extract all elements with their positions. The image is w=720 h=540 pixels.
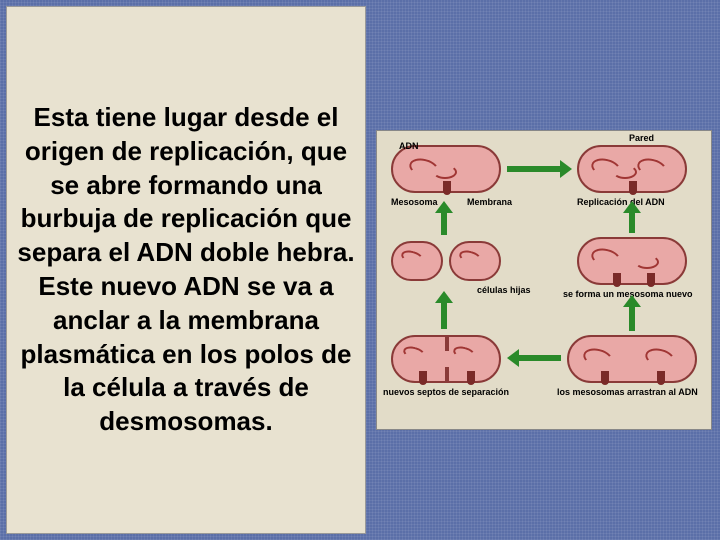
arrow-right-top <box>507 166 562 172</box>
slide: Esta tiene lugar desde el origen de repl… <box>0 0 720 540</box>
label-adn: ADN <box>399 141 419 151</box>
arrow-left-bottom <box>517 355 561 361</box>
label-replicacion: Replicación del ADN <box>577 197 665 207</box>
cell-3b <box>449 241 501 281</box>
arrow-up-4 <box>629 305 635 331</box>
label-hijas: células hijas <box>477 285 531 295</box>
label-pared: Pared <box>629 133 654 143</box>
text-panel: Esta tiene lugar desde el origen de repl… <box>6 6 366 534</box>
label-membrana: Membrana <box>467 197 512 207</box>
label-septos: nuevos septos de separación <box>383 387 509 397</box>
label-arrastran: los mesosomas arrastran al ADN <box>557 387 698 397</box>
cell-2 <box>577 145 687 193</box>
cell-6 <box>567 335 697 383</box>
arrow-up-2 <box>629 211 635 233</box>
main-text: Esta tiene lugar desde el origen de repl… <box>11 101 361 439</box>
cell-1 <box>391 145 501 193</box>
arrow-up-1 <box>441 211 447 235</box>
arrow-up-3 <box>441 301 447 329</box>
label-mesosoma: Mesosoma <box>391 197 438 207</box>
replication-diagram: ADN Mesosoma Membrana Pared Replicación … <box>376 130 712 430</box>
cell-4 <box>577 237 687 285</box>
cell-5 <box>391 335 501 383</box>
cell-3a <box>391 241 443 281</box>
